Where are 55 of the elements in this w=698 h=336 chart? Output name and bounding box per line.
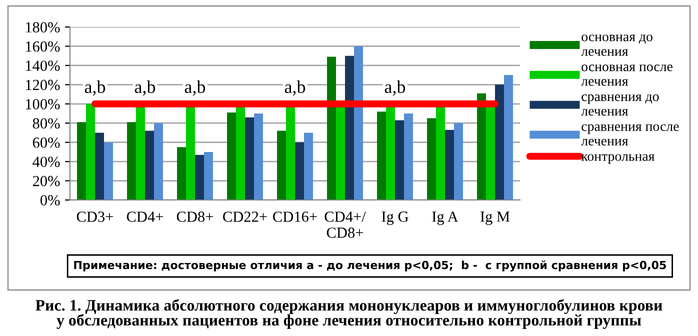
bar (77, 122, 86, 200)
y-tick-label: 120% (26, 80, 60, 90)
y-tick-label: 160% (26, 41, 60, 52)
bar (104, 142, 113, 200)
bar (304, 132, 313, 200)
x-tick-label: CD22+ (223, 212, 267, 222)
bar (227, 112, 236, 200)
bar (504, 75, 513, 200)
bar (127, 122, 136, 200)
bar (154, 123, 163, 200)
text: Рис. 1. Динамика абсолютного содержания мононуклеаров и иммуноглобулинов крови у обследованных пациентов на фоне лечения относительно контрольной группы (36, 299, 662, 329)
annotation: a,b (384, 80, 406, 96)
bar (395, 120, 404, 200)
x-tick-label: CD4+/ CD8+ (324, 212, 366, 238)
bar (345, 56, 354, 200)
y-tick-label: 100% (26, 99, 60, 110)
bar (445, 130, 454, 200)
bar (377, 112, 386, 200)
bar (327, 56, 336, 200)
y-tick-label: 40% (32, 156, 60, 168)
x-tick-label: CD16+ (273, 212, 317, 222)
bar (295, 142, 304, 200)
bar (354, 46, 363, 200)
bar (245, 117, 254, 200)
text: Примечание: достоверные отличия a - до лечения p<0,05; b - с группой сравнения p<0,05 (74, 260, 666, 272)
bar (195, 154, 204, 200)
y-tick-label: 140% (26, 60, 60, 71)
x-tick-label: CD4+ (126, 212, 163, 222)
annotation: a,b (284, 80, 306, 96)
y-tick-label: 80% (32, 118, 60, 129)
annotation: a,b (134, 80, 156, 96)
y-tick-label: 60% (32, 137, 60, 148)
x-tick-label: Ig G (382, 212, 408, 225)
x-tick-label: Ig M (480, 212, 510, 225)
bar (86, 104, 95, 200)
legend-label: контрольная (581, 154, 654, 164)
bar (495, 84, 504, 200)
bar (404, 114, 413, 200)
y-tick-label: 0% (40, 195, 60, 206)
bar (204, 152, 213, 200)
bar (254, 114, 263, 200)
x-tick-label: Ig A (432, 212, 458, 225)
bar (95, 132, 104, 200)
annotation: a,b (84, 80, 106, 96)
y-tick-label: 180% (26, 22, 60, 32)
y-tick-label: 20% (32, 176, 60, 186)
x-tick-label: CD8+ (176, 212, 213, 222)
bar (427, 118, 436, 200)
bar (177, 147, 186, 200)
bar (145, 130, 154, 200)
x-tick-label: CD3+ (76, 212, 113, 222)
bar (477, 93, 486, 200)
bar (277, 130, 286, 200)
bar (454, 123, 463, 200)
annotation: a,b (184, 80, 206, 96)
